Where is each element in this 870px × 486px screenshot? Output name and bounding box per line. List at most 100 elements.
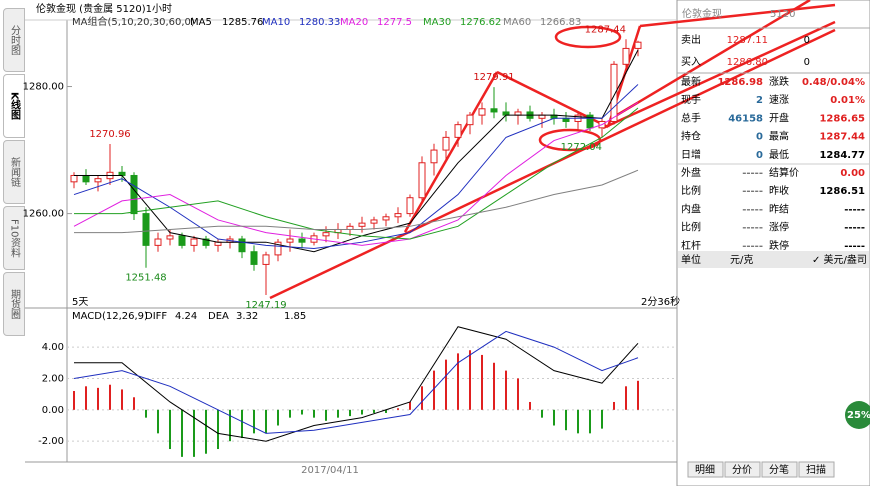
ma-name: MA60 — [503, 17, 531, 28]
candle-body — [466, 114, 474, 126]
y-tick-label: 2.00 — [42, 373, 64, 384]
extreme-label: 1279.91 — [473, 72, 514, 83]
extreme-label: 1251.48 — [125, 273, 166, 284]
ma-value: 1285.76 — [222, 17, 263, 28]
bottom-tab-label: 明细 — [695, 463, 715, 476]
quote-label: 内盘 — [681, 202, 701, 215]
bottom-tab[interactable] — [761, 461, 798, 478]
sidebar-tab[interactable]: K线图 — [3, 74, 25, 138]
bottom-tab-label: 分笔 — [769, 463, 789, 476]
quote-label: 最新 — [681, 75, 701, 88]
candle-body — [442, 136, 450, 151]
quote-label: 昨结 — [769, 202, 789, 215]
candle-body — [130, 174, 138, 215]
unit-alt: ✓ 美元/盎司 — [812, 253, 867, 266]
candle-body — [286, 238, 294, 243]
quote-label: 外盘 — [681, 166, 701, 179]
quote-value: 1284.77 — [819, 150, 865, 161]
sidebar-tab[interactable]: 新闻链 — [3, 140, 25, 204]
unit-label: 单位 — [681, 253, 701, 266]
period-label: 5天 — [72, 297, 88, 308]
ma-value: 1280.33 — [299, 17, 340, 28]
macd-label: MACD(12,26,9) — [72, 311, 148, 322]
quote-price: 1287.11 — [727, 35, 768, 46]
y-tick-label: 1260.00 — [23, 209, 64, 220]
candle-body — [490, 108, 498, 113]
quote-value: 0 — [756, 132, 763, 143]
ma-name: MA20 — [340, 17, 368, 28]
candle-body — [298, 238, 306, 243]
candle-body — [322, 232, 330, 237]
candle-body — [202, 238, 210, 246]
macd-hist-value: 1.85 — [284, 311, 306, 322]
candle-body — [370, 219, 378, 224]
ma-value: 1277.5 — [377, 17, 412, 28]
countdown: 2分36秒 — [641, 295, 680, 308]
quote-label: 涨跌 — [769, 75, 789, 88]
quote-code: 5120 — [770, 9, 795, 20]
ma-value: 1276.62 — [460, 17, 501, 28]
quote-price: 1286.80 — [727, 57, 768, 68]
candle-body — [190, 238, 198, 246]
quote-value: 0 — [756, 150, 763, 161]
quote-label: 昨收 — [769, 184, 789, 197]
bottom-tab[interactable] — [724, 461, 761, 478]
extreme-label: 1287.44 — [585, 24, 626, 35]
quote-value: ----- — [844, 241, 865, 252]
quote-label: 跌停 — [769, 239, 789, 252]
quote-label: 最低 — [769, 148, 789, 161]
sidebar-tab[interactable]: 分时图 — [3, 8, 25, 72]
ma-label: MA组合(5,10,20,30,60,0) — [72, 15, 195, 28]
candle-body — [586, 114, 594, 129]
candle-body — [454, 124, 462, 138]
candle-body — [634, 41, 642, 49]
quote-value: 0.00 — [840, 168, 865, 179]
sidebar-tab[interactable]: 期货圈 — [3, 272, 25, 336]
macd-value: 4.24 — [175, 311, 197, 322]
candle-body — [154, 238, 162, 246]
candle-body — [394, 213, 402, 218]
badge-label: 25% — [847, 410, 870, 421]
quote-label: 速涨 — [769, 94, 789, 106]
extreme-label: 1270.96 — [89, 129, 130, 140]
y-tick-label: -2.00 — [38, 436, 64, 447]
quote-value: ----- — [844, 204, 865, 215]
y-tick-label: 1280.00 — [23, 82, 64, 93]
quote-value: ----- — [742, 223, 763, 234]
sidebar-tab[interactable]: F10资料 — [3, 206, 25, 270]
quote-label: 结算价 — [769, 166, 799, 179]
bottom-tab[interactable] — [687, 461, 724, 478]
quote-label: 比例 — [681, 221, 701, 234]
quote-value: 46158 — [728, 113, 763, 124]
candle-body — [478, 108, 486, 116]
quote-volume: 0 — [804, 35, 810, 46]
bottom-tab-label: 扫描 — [806, 463, 826, 476]
quote-label: 总手 — [681, 111, 701, 124]
quote-label: 最高 — [769, 130, 789, 143]
macd-value: 3.32 — [236, 311, 258, 322]
candle-body — [250, 251, 258, 265]
macd-line — [73, 330, 639, 434]
bottom-tab[interactable] — [798, 461, 835, 478]
candle-body — [166, 235, 174, 240]
ma-line — [74, 169, 639, 234]
candle-body — [82, 174, 90, 183]
ma-name: MA10 — [262, 17, 290, 28]
quote-value: 1287.44 — [819, 132, 865, 143]
quote-value: 0.48/0.04% — [802, 77, 865, 88]
candle-body — [262, 254, 270, 265]
candle-body — [382, 216, 390, 221]
quote-label: 持仓 — [681, 130, 701, 143]
quote-label: 开盘 — [769, 111, 789, 124]
quote-value: ----- — [742, 168, 763, 179]
badge[interactable] — [845, 401, 870, 429]
quote-label: 日增 — [681, 148, 701, 161]
candle-body — [238, 238, 246, 253]
quote-label: 涨停 — [769, 221, 789, 234]
quote-label: 杠杆 — [681, 239, 701, 252]
y-tick-label: 4.00 — [42, 342, 64, 353]
candle-body — [622, 47, 630, 65]
date-label: 2017/04/11 — [301, 465, 359, 476]
quote-value: 2 — [756, 95, 763, 106]
